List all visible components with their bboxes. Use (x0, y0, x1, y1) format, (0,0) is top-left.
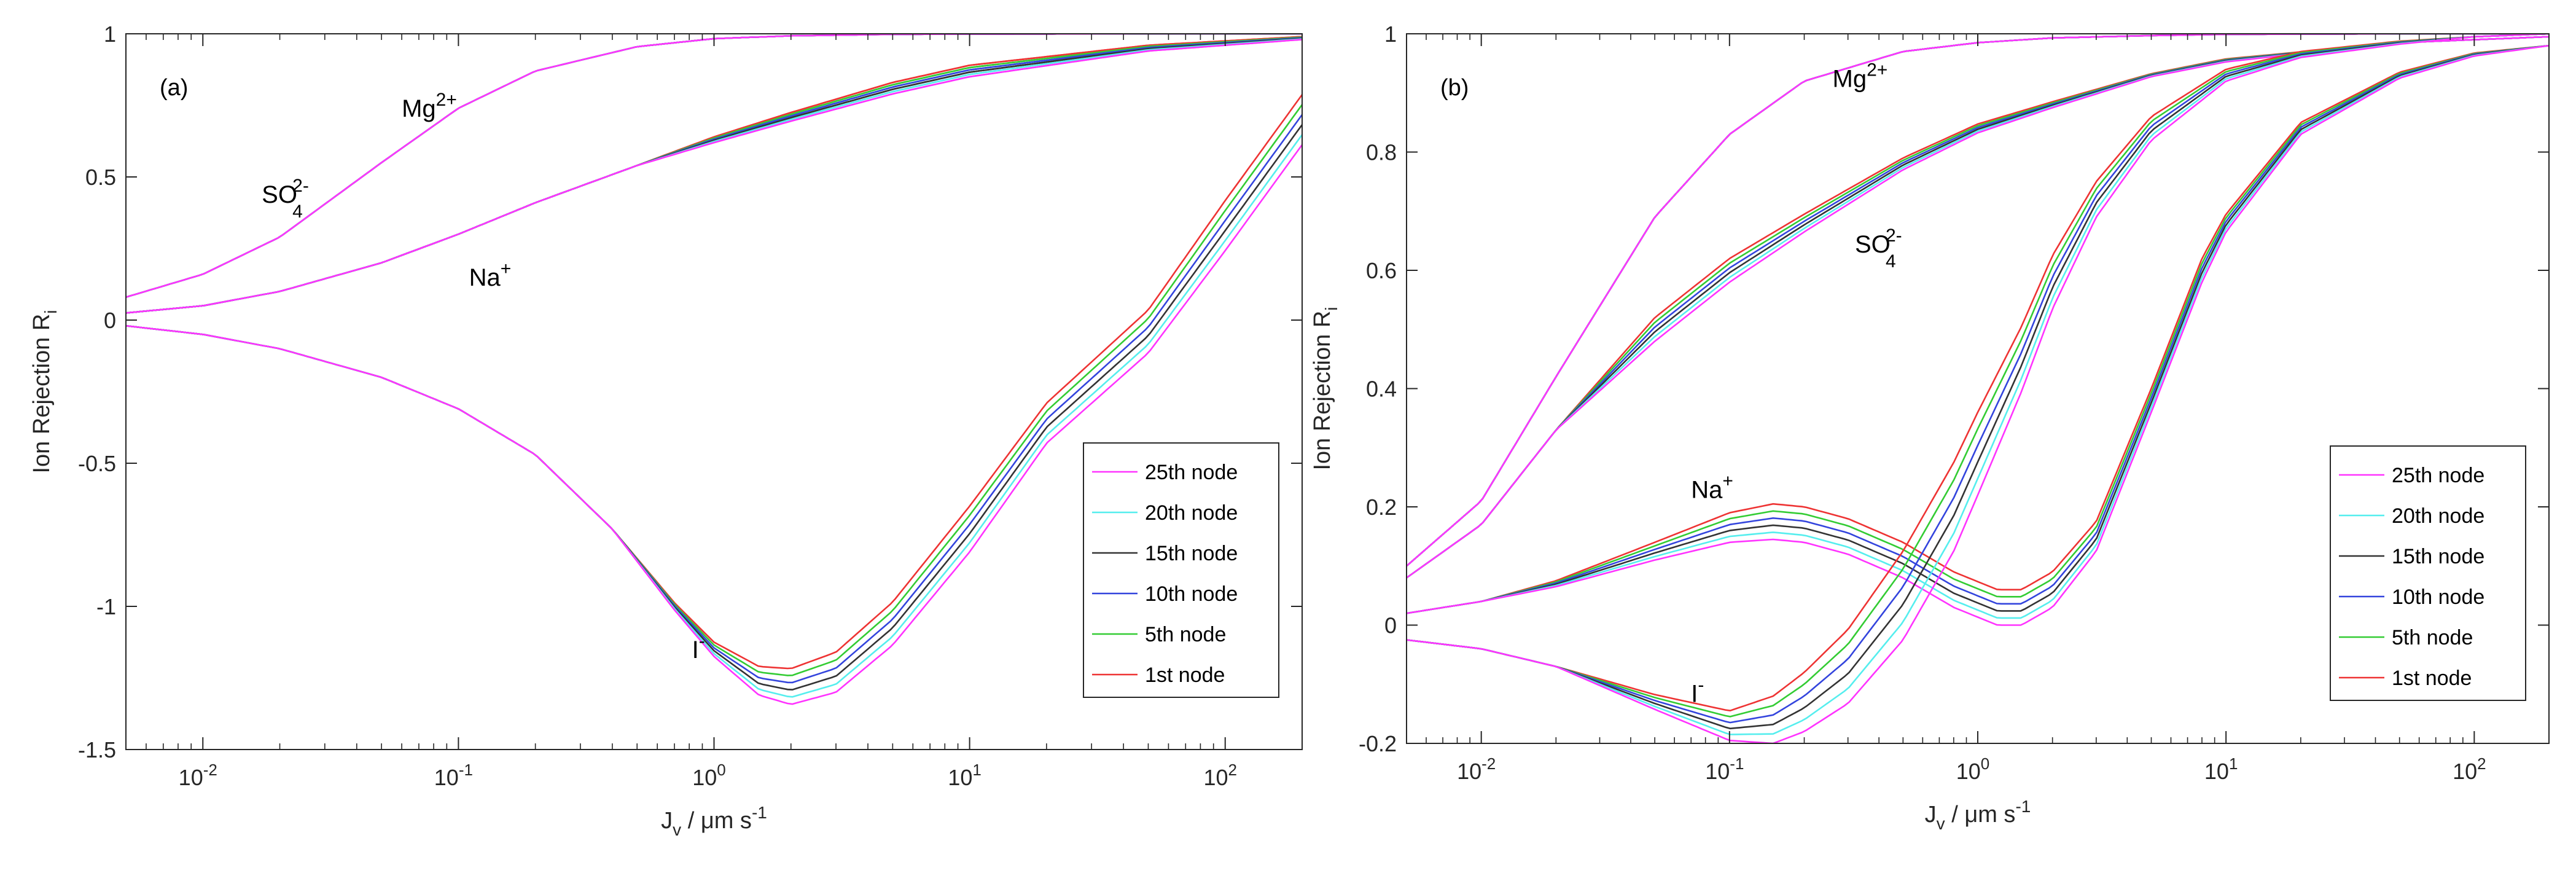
legend-entry-label: 1st node (1145, 664, 1225, 687)
legend-entry-label: 10th node (1145, 582, 1238, 606)
legend-entry-label: 15th node (2392, 545, 2484, 568)
ion-annotation: Mg2+ (402, 90, 457, 122)
series-I-1st-node (1407, 34, 2549, 712)
x-axis-label: Jv / μm s-1 (1925, 797, 2031, 833)
series-I-10th-node (1407, 34, 2549, 724)
y-tick-label: 0.6 (1366, 258, 1397, 283)
y-axis-label: Ion Rejection Ri (1309, 307, 1341, 470)
panel-label: (b) (1440, 75, 1469, 101)
legend-box (1083, 442, 1279, 698)
y-tick-label: 0.4 (1366, 377, 1397, 402)
y-tick-label: 1 (104, 22, 116, 47)
legend: 25th node 20th node 15th node 10th node 5th … (2330, 445, 2526, 701)
series-Na-1st-node (1407, 45, 2549, 614)
legend-entry-label: 25th node (1145, 461, 1238, 484)
x-tick-label: 10-1 (434, 761, 473, 790)
x-tick-label: 10-1 (1705, 754, 1744, 784)
series-I-25th-node (1407, 34, 2549, 743)
panel-label: (a) (160, 75, 188, 101)
ion-annotation: I- (1691, 675, 1704, 708)
chart-panel-b: 1 0.8 0.6 0.4 0.2 0 -0.2 10-2 10-1 100 101 102 Jv / … (1309, 22, 2550, 833)
x-tick-label: 100 (1956, 754, 1990, 784)
y-tick-label: -0.2 (1359, 731, 1397, 756)
series-Na-25th-node (126, 39, 1302, 314)
y-tick-label: 0.5 (85, 165, 116, 190)
legend: 25th node 20th node 15th node 10th node 5th … (1083, 442, 1279, 698)
y-tick-label: 0.8 (1366, 140, 1397, 165)
y-tick-label: 0.2 (1366, 495, 1397, 520)
legend-entry-label: 20th node (2392, 504, 2484, 528)
legend-entry-label: 5th node (2392, 626, 2473, 649)
ion-annotation: I- (692, 631, 705, 664)
legend-entry-label: 10th node (2392, 585, 2484, 609)
legend-entry-label: 20th node (1145, 501, 1238, 525)
y-tick-label: -1 (96, 594, 116, 619)
y-tick-label: 1 (1384, 22, 1397, 47)
x-tick-label: 101 (2204, 754, 2238, 784)
y-tick-label: 0 (104, 308, 116, 333)
series-I-25th-node (126, 144, 1302, 705)
legend-entry-label: 15th node (1145, 542, 1238, 565)
series-Na-20th-node (1407, 45, 2549, 619)
ion-annotation: SO2-4 (262, 176, 309, 222)
legend-entry-label: 5th node (1145, 623, 1226, 646)
x-tick-label: 102 (2453, 754, 2486, 784)
x-axis-label: Jv / μm s-1 (661, 803, 767, 839)
legend-box (2330, 445, 2526, 701)
ion-annotation: Na+ (469, 259, 512, 291)
series-Na-5th-node (1407, 45, 2549, 614)
series-Na-25th-node (1407, 45, 2549, 626)
x-tick-label: 10-2 (1457, 754, 1496, 784)
x-tick-label: 10-2 (179, 761, 217, 790)
chart-panel-a: 1 0.5 0 -0.5 -1 -1.5 10-2 10-1 100 101 102 Jv / μm … (29, 22, 1303, 839)
series-I-15th-node (1407, 34, 2549, 730)
legend-entry-label: 25th node (2392, 464, 2484, 487)
x-tick-label: 102 (1203, 761, 1237, 790)
curves (126, 34, 1302, 705)
x-tick-label: 100 (692, 761, 726, 790)
y-tick-label: -1.5 (78, 737, 116, 762)
ion-annotation: SO2-4 (1855, 225, 1902, 272)
y-tick-label: 0 (1384, 613, 1397, 638)
x-tick-label: 101 (948, 761, 982, 790)
y-axis-label: Ion Rejection Ri (29, 310, 60, 473)
legend-entry-label: 1st node (2392, 667, 2472, 690)
series-Na-10th-node (1407, 45, 2549, 614)
ion-annotation: Mg2+ (1833, 60, 1888, 93)
y-tick-label: -0.5 (78, 451, 116, 476)
ion-annotation: Na+ (1691, 471, 1733, 504)
series-Na-15th-node (1407, 45, 2549, 614)
